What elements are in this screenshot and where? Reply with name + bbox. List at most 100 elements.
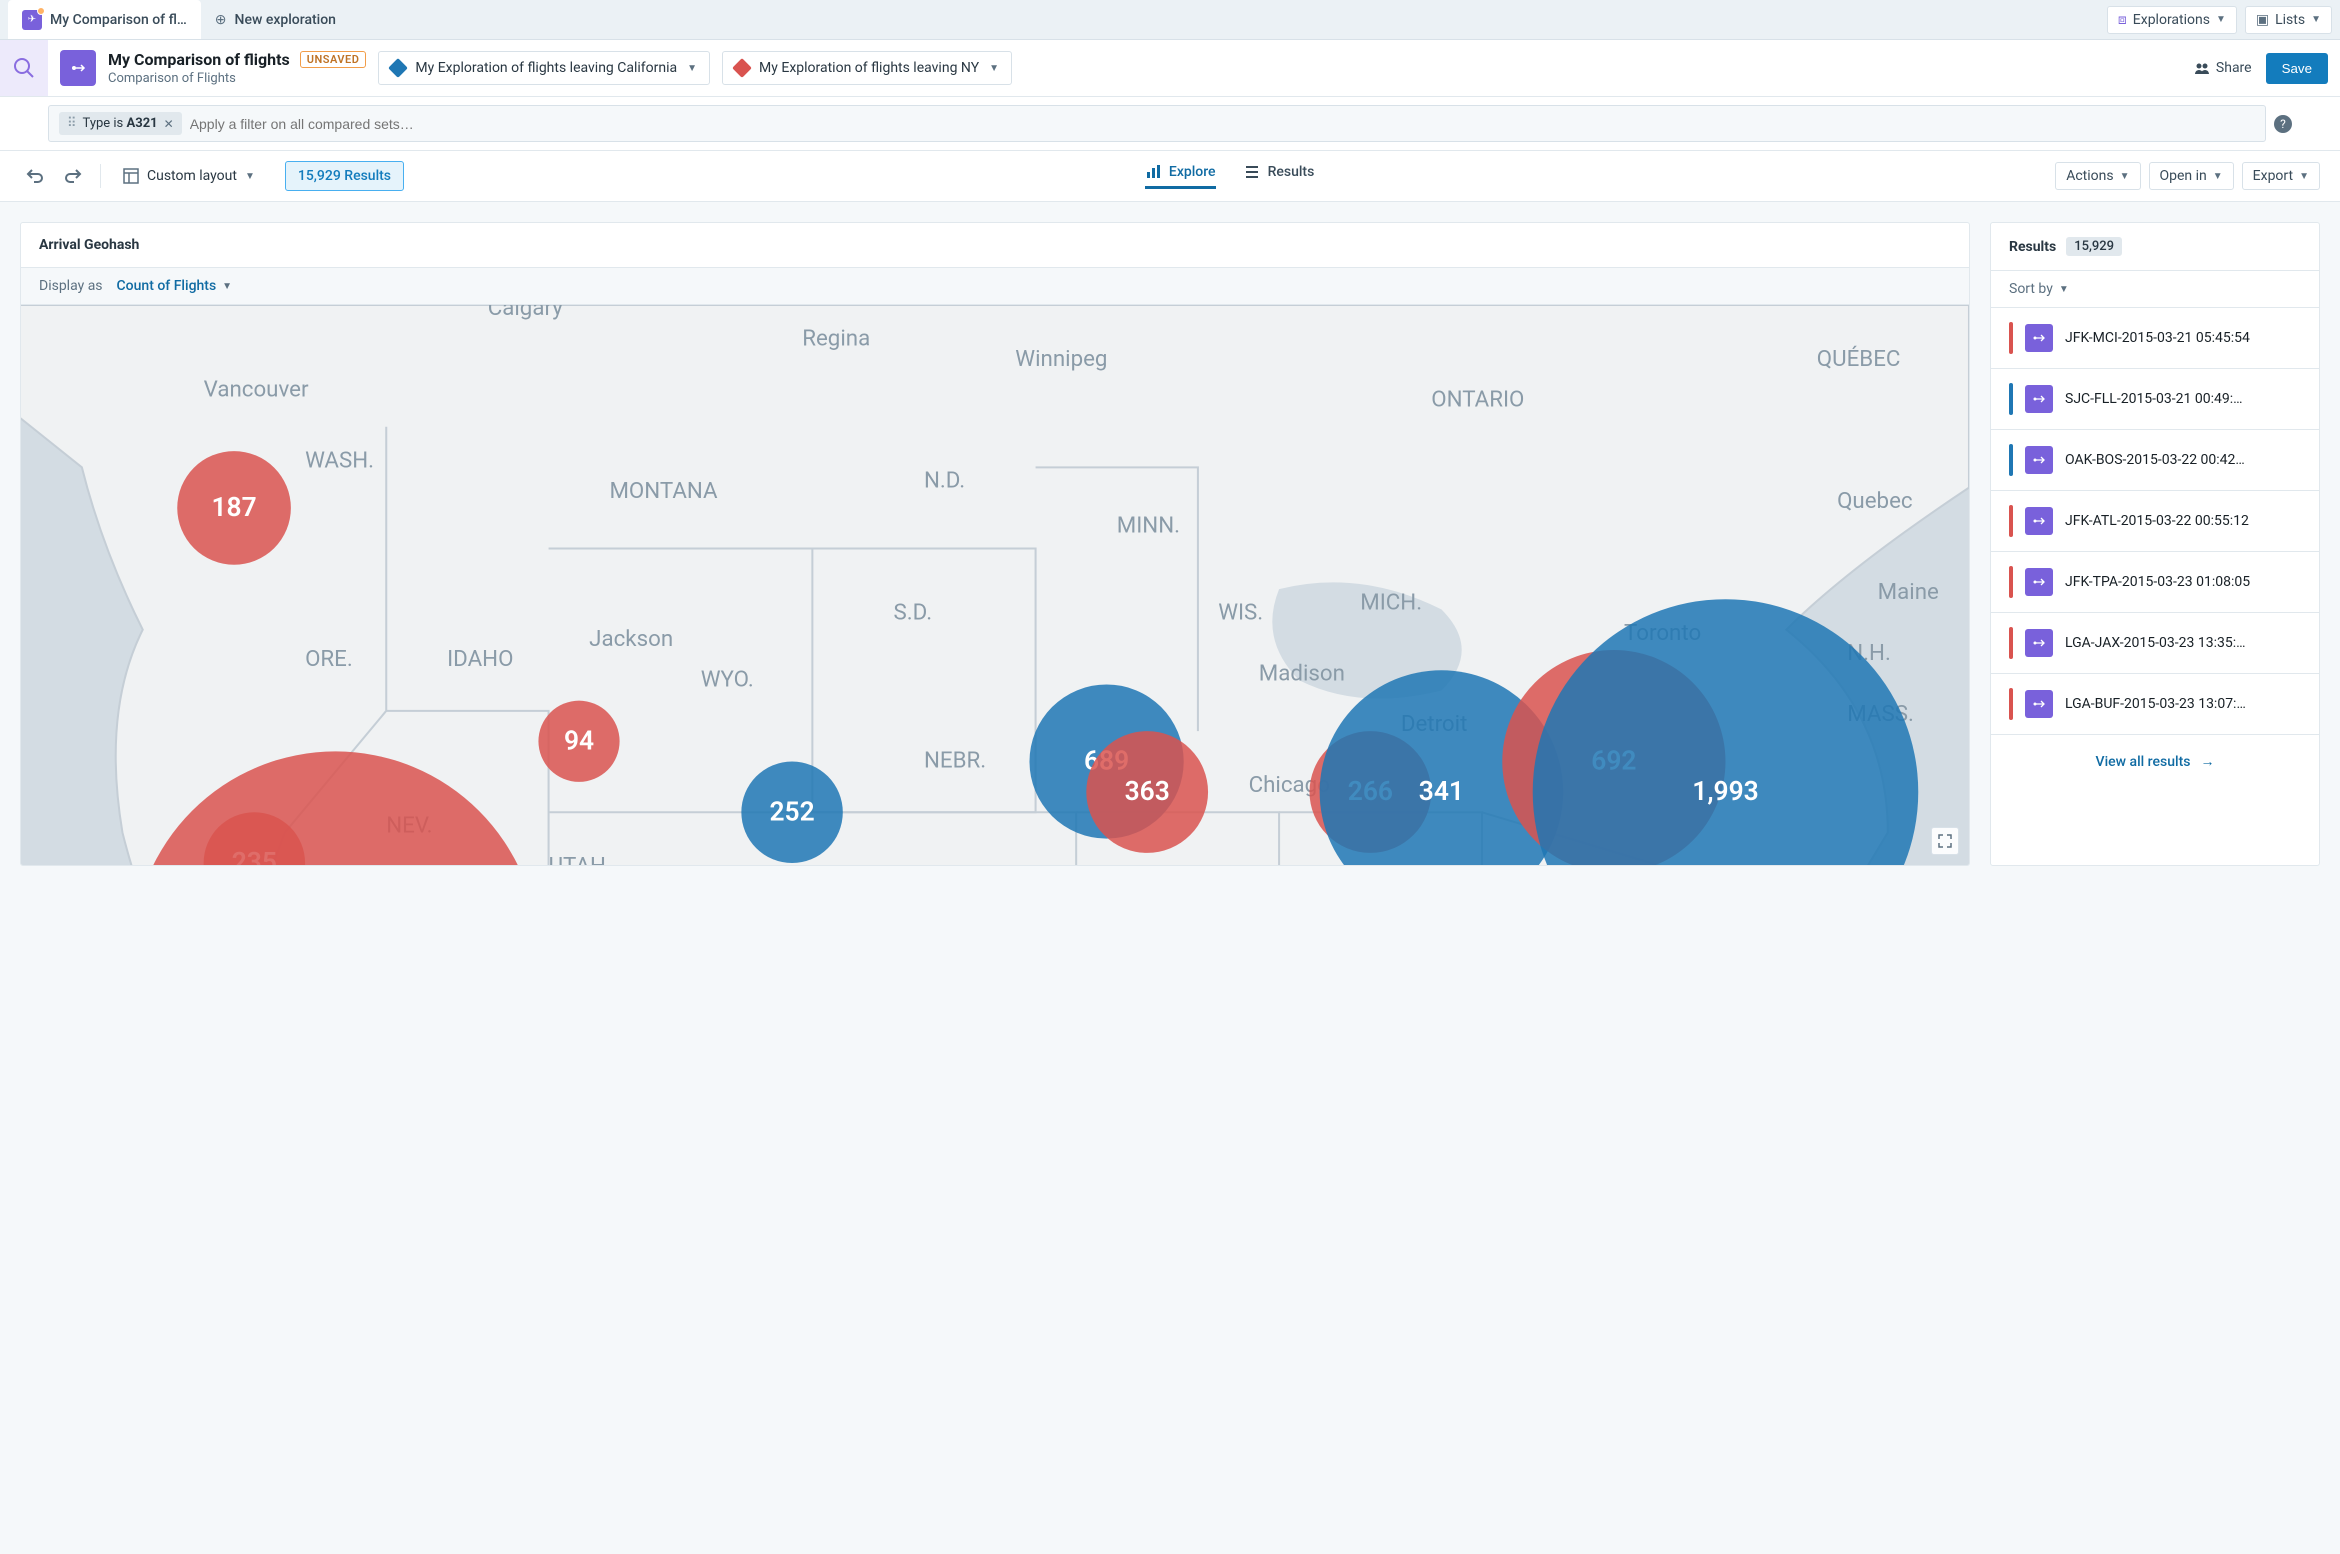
results-panel: Results 15,929 Sort by ▼ JFK-MCI-2015-03… (1990, 222, 2320, 866)
lists-label: Lists (2275, 12, 2305, 28)
result-label: LGA-BUF-2015-03-23 13:07:… (2065, 696, 2301, 712)
result-item[interactable]: LGA-BUF-2015-03-23 13:07:… (1991, 674, 2319, 735)
chevron-down-icon: ▼ (989, 63, 999, 74)
sidebar-toggle[interactable] (0, 40, 48, 96)
comparison-icon (60, 50, 96, 86)
map-place-label: Jackson (589, 626, 673, 652)
close-icon[interactable]: ✕ (164, 117, 174, 131)
map-place-label: Madison (1259, 660, 1345, 686)
result-label: JFK-MCI-2015-03-21 05:45:54 (2065, 330, 2301, 346)
result-label: OAK-BOS-2015-03-22 00:42… (2065, 452, 2301, 468)
filter-bar: ⠿ Type is A321 ✕ ? (0, 97, 2340, 151)
series-color-bar (2009, 688, 2013, 720)
share-button[interactable]: Share (2194, 60, 2252, 76)
actions-menu[interactable]: Actions▼ (2055, 162, 2140, 190)
diamond-blue-icon (389, 58, 409, 78)
people-icon (2194, 60, 2210, 76)
explorations-label: Explorations (2133, 12, 2210, 28)
display-as-row: Display as Count of Flights ▼ (21, 267, 1969, 305)
map-place-label: Regina (802, 326, 870, 352)
tab-results[interactable]: Results (1244, 164, 1315, 189)
toolbar: Custom layout ▼ 15,929 Results Explore R… (0, 151, 2340, 202)
result-item[interactable]: JFK-TPA-2015-03-23 01:08:05 (1991, 552, 2319, 613)
drag-handle-icon: ⠿ (67, 116, 77, 131)
result-label: LGA-JAX-2015-03-23 13:35:… (2065, 635, 2301, 651)
save-button[interactable]: Save (2266, 53, 2328, 84)
app-tabbar: ✈ My Comparison of fl… ⊕ New exploration… (0, 0, 2340, 40)
explorations-menu[interactable]: ⧈ Explorations ▼ (2107, 6, 2237, 34)
flight-icon (2025, 507, 2053, 535)
share-label: Share (2216, 60, 2252, 76)
result-item[interactable]: SJC-FLL-2015-03-21 00:49:… (1991, 369, 2319, 430)
map-place-label: IDAHO (447, 646, 513, 672)
export-menu[interactable]: Export▼ (2242, 162, 2320, 190)
tab-label: My Comparison of fl… (50, 12, 187, 28)
result-item[interactable]: JFK-MCI-2015-03-21 05:45:54 (1991, 308, 2319, 369)
map-place-label: UTAH (549, 853, 606, 865)
compare-set-b[interactable]: My Exploration of flights leaving NY ▼ (722, 51, 1012, 85)
filter-input-wrap[interactable]: ⠿ Type is A321 ✕ (48, 105, 2266, 142)
chevron-down-icon: ▼ (2120, 171, 2130, 182)
view-all-results[interactable]: View all results → (1991, 735, 2319, 788)
result-item[interactable]: JFK-ATL-2015-03-22 00:55:12 (1991, 491, 2319, 552)
series-color-bar (2009, 627, 2013, 659)
result-label: JFK-ATL-2015-03-22 00:55:12 (2065, 513, 2301, 529)
result-item[interactable]: OAK-BOS-2015-03-22 00:42… (1991, 430, 2319, 491)
chevron-down-icon: ▼ (222, 281, 232, 292)
result-item[interactable]: LGA-JAX-2015-03-23 13:35:… (1991, 613, 2319, 674)
results-title: Results (2009, 239, 2056, 255)
tab-comparison[interactable]: ✈ My Comparison of fl… (8, 0, 201, 39)
bubble-label: 341 (1419, 777, 1464, 807)
results-count: 15,929 (2066, 237, 2122, 256)
result-label: SJC-FLL-2015-03-21 00:49:… (2065, 391, 2301, 407)
flight-compare-icon: ✈ (22, 10, 42, 30)
display-metric-select[interactable]: Count of Flights ▼ (117, 278, 233, 294)
flight-icon (2025, 385, 2053, 413)
map-place-label: N.D. (924, 468, 965, 494)
layout-select[interactable]: Custom layout ▼ (113, 162, 265, 190)
lists-icon: ▣ (2256, 12, 2269, 28)
sort-by-select[interactable]: Sort by ▼ (1991, 270, 2319, 308)
open-in-menu[interactable]: Open in▼ (2149, 162, 2234, 190)
map-place-label: Vancouver (204, 376, 309, 402)
page-subtitle: Comparison of Flights (108, 71, 366, 86)
magnifier-icon (8, 52, 40, 84)
undo-button[interactable] (20, 161, 50, 191)
map-panel: Arrival Geohash Display as Count of Flig… (20, 222, 1970, 866)
content-area: Arrival Geohash Display as Count of Flig… (0, 202, 2340, 886)
flight-icon (2025, 629, 2053, 657)
map-panel-title: Arrival Geohash (21, 223, 1969, 267)
fullscreen-button[interactable] (1931, 827, 1959, 855)
result-label: JFK-TPA-2015-03-23 01:08:05 (2065, 574, 2301, 590)
results-tab-label: Results (1268, 164, 1315, 180)
page-title: My Comparison of flights (108, 50, 290, 69)
display-as-label: Display as (39, 278, 103, 294)
lists-menu[interactable]: ▣ Lists ▼ (2245, 6, 2332, 34)
compare-b-label: My Exploration of flights leaving NY (759, 60, 979, 76)
new-exploration-label: New exploration (235, 12, 336, 28)
help-icon[interactable]: ? (2274, 115, 2292, 133)
chevron-down-icon: ▼ (2059, 284, 2069, 295)
compare-set-a[interactable]: My Exploration of flights leaving Califo… (378, 51, 710, 85)
filter-input[interactable] (190, 116, 2255, 132)
redo-button[interactable] (58, 161, 88, 191)
map-place-label: WYO. (701, 666, 754, 692)
unsaved-badge: UNSAVED (300, 51, 367, 68)
map-place-label: COLO. (731, 863, 792, 865)
chevron-down-icon: ▼ (2299, 171, 2309, 182)
bubble-label: 363 (1125, 777, 1170, 807)
expand-icon (1938, 834, 1952, 848)
chevron-down-icon: ▼ (2213, 171, 2223, 182)
map-svg: VancouverCalgaryReginaWinnipegONTARIOQUÉ… (21, 305, 1969, 865)
bubble-label: 94 (564, 726, 594, 756)
map-place-label: Quebec (1837, 488, 1913, 514)
results-count-badge[interactable]: 15,929 Results (285, 161, 404, 191)
map-place-label: Maine (1878, 579, 1939, 605)
map-place-label: ORE. (305, 646, 353, 672)
tab-explore[interactable]: Explore (1145, 164, 1216, 189)
map-visualization[interactable]: VancouverCalgaryReginaWinnipegONTARIOQUÉ… (21, 305, 1969, 865)
filter-chip-type[interactable]: ⠿ Type is A321 ✕ (59, 112, 182, 135)
chevron-down-icon: ▼ (687, 63, 697, 74)
tab-new-exploration[interactable]: ⊕ New exploration (201, 0, 350, 39)
map-place-label: ONTARIO (1431, 386, 1524, 412)
